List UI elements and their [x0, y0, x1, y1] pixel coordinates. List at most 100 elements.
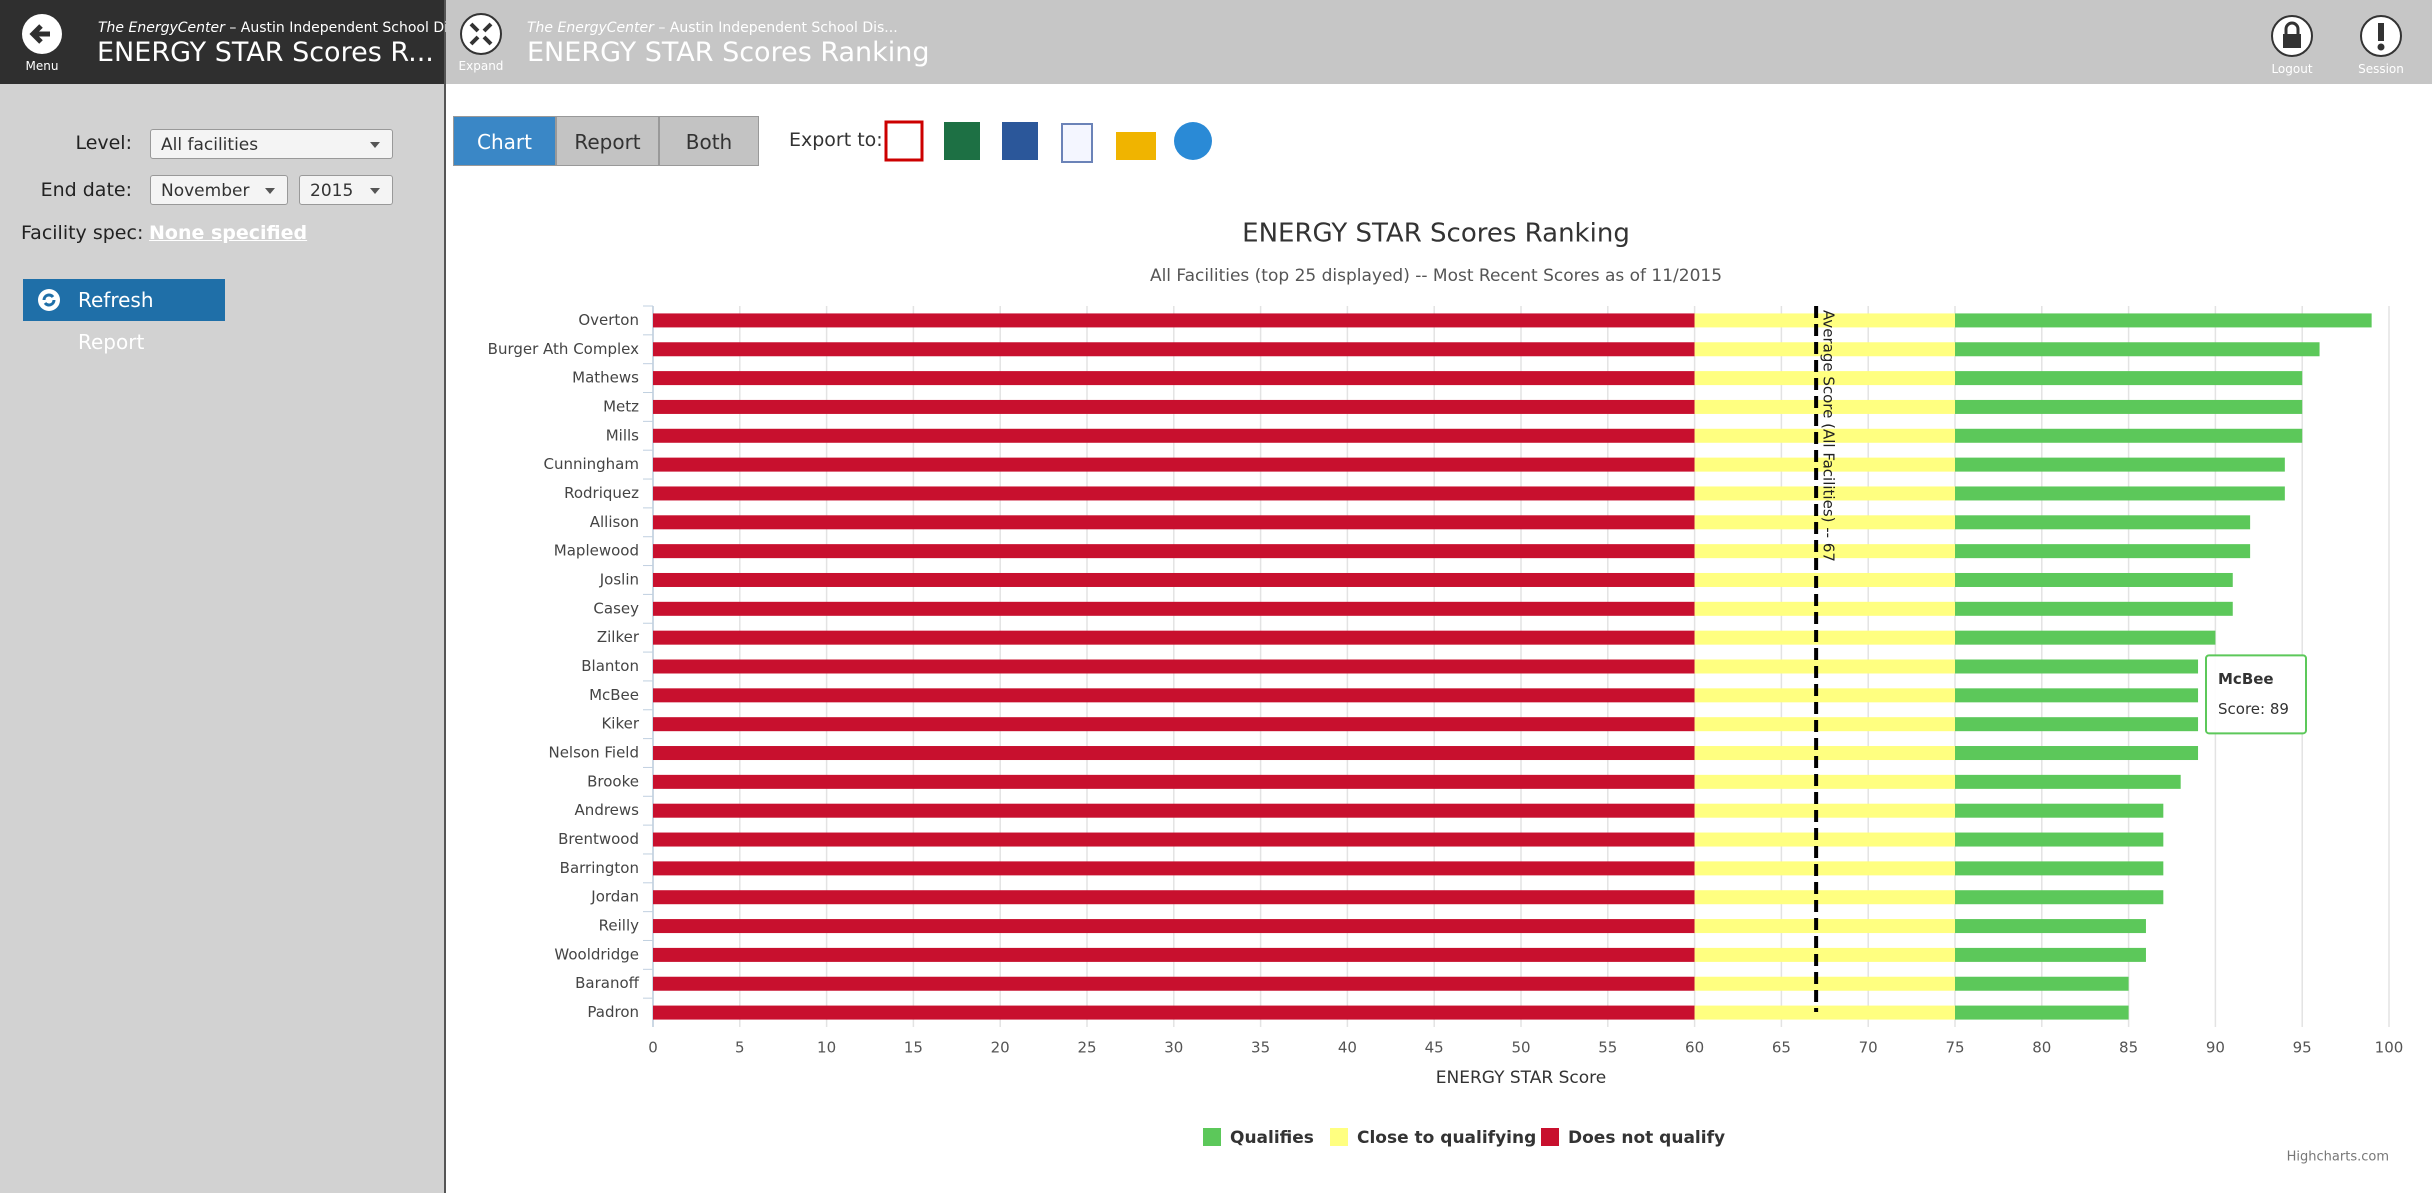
export-label: Export to: — [789, 129, 883, 151]
y-tick-label: Rodriquez — [564, 484, 639, 502]
bar-segment — [653, 399, 1695, 414]
bar-segment — [1955, 688, 2199, 703]
bar-segment — [653, 313, 1695, 328]
bar-segment — [1955, 1005, 2129, 1020]
expand-icon[interactable] — [459, 12, 503, 56]
y-tick-label: Mills — [606, 426, 639, 444]
y-tick-label: Jordan — [590, 888, 639, 906]
x-tick-label: 95 — [2293, 1039, 2312, 1057]
level-label: Level: — [75, 132, 132, 154]
bar-segment — [1955, 630, 2216, 645]
bar-segment — [1694, 717, 1955, 732]
bar-segment — [1694, 947, 1955, 962]
app-name-italic: The EnergyCenter — [98, 20, 225, 36]
bar-segment — [1694, 919, 1955, 934]
bar-segment — [1955, 371, 2303, 386]
logout-label[interactable]: Logout — [2271, 62, 2313, 76]
help-icon[interactable] — [1174, 122, 1212, 160]
bar-segment — [1955, 342, 2320, 357]
y-tick-label: Padron — [587, 1003, 639, 1021]
y-tick-label: Wooldridge — [554, 945, 639, 963]
bar-segment — [1955, 890, 2164, 905]
y-tick-label: Andrews — [575, 801, 640, 819]
x-tick-label: 40 — [1338, 1039, 1357, 1057]
bar-segment — [653, 515, 1695, 530]
chart: ENERGY STAR Scores Ranking All Facilities… — [488, 219, 2404, 1165]
bar-segment — [653, 919, 1695, 934]
bar-segment — [653, 428, 1695, 443]
bar-segment — [1955, 717, 2199, 732]
y-tick-label: Brooke — [587, 772, 639, 790]
month-select[interactable]: November — [150, 175, 288, 205]
y-tick-label: Casey — [593, 599, 639, 617]
tab-report[interactable]: Report — [556, 116, 659, 166]
chart-title: ENERGY STAR Scores Ranking — [1242, 219, 1630, 249]
x-tick-label: 0 — [648, 1039, 658, 1057]
bar-segment — [1694, 890, 1955, 905]
y-tick-label: Barrington — [560, 859, 639, 877]
level-select[interactable]: All facilities — [150, 129, 393, 159]
main-header: Expand The EnergyCenter – Austin Indepen… — [446, 0, 2432, 84]
bar-segment — [1955, 515, 2251, 530]
bar-segment — [1955, 486, 2285, 501]
bar-segment — [653, 630, 1695, 645]
logout-icon[interactable] — [2270, 14, 2314, 58]
bar-segment — [653, 832, 1695, 847]
bar-segment — [653, 601, 1695, 616]
app-name: The EnergyCenter – Austin Independent Sc… — [98, 20, 469, 36]
email-icon[interactable] — [1116, 132, 1156, 160]
legend-label: Does not qualify — [1568, 1128, 1725, 1148]
pdf-icon[interactable] — [884, 120, 924, 162]
menu-label[interactable]: Menu — [25, 59, 59, 73]
bar-segment — [653, 486, 1695, 501]
facility-spec-label: Facility spec: — [21, 222, 144, 244]
bar-segment — [1955, 919, 2146, 934]
bar-segment — [653, 861, 1695, 876]
refresh-icon — [38, 289, 60, 311]
session-label[interactable]: Session — [2358, 62, 2404, 76]
bar-segment — [1694, 313, 1955, 328]
menu-icon[interactable] — [20, 12, 64, 56]
legend-swatch — [1203, 1128, 1221, 1146]
bar-segment — [1694, 688, 1955, 703]
report-icon[interactable] — [1061, 123, 1093, 163]
bar-segment — [653, 572, 1695, 587]
bar-segment — [1955, 659, 2199, 674]
x-axis-title: ENERGY STAR Score — [1436, 1068, 1606, 1088]
bar-segment — [1694, 572, 1955, 587]
y-tick-label: Cunningham — [543, 455, 639, 473]
x-tick-label: 20 — [991, 1039, 1010, 1057]
refresh-button[interactable]: Refresh Report — [23, 279, 225, 354]
bar-segment — [1694, 832, 1955, 847]
expand-label[interactable]: Expand — [458, 59, 504, 73]
bar-segment — [1955, 313, 2372, 328]
bar-segment — [1694, 428, 1955, 443]
x-tick-label: 25 — [1077, 1039, 1096, 1057]
app-name: The EnergyCenter – Austin Independent Sc… — [527, 20, 898, 36]
bar-segment — [1694, 746, 1955, 761]
y-tick-label: Metz — [603, 397, 639, 415]
bar-segment — [1694, 544, 1955, 559]
bar-segment — [1955, 457, 2285, 472]
session-icon[interactable] — [2359, 14, 2403, 58]
y-tick-label: Joslin — [599, 570, 639, 588]
bar-segment — [653, 1005, 1695, 1020]
facility-spec-link[interactable]: None specified — [149, 222, 308, 244]
word-icon[interactable] — [1002, 122, 1038, 160]
bar-segment — [1694, 371, 1955, 386]
sidebar-header: Menu The EnergyCenter – Austin Independe… — [0, 0, 469, 84]
bar-segment — [653, 976, 1695, 991]
bar-segment — [653, 717, 1695, 732]
x-tick-label: 35 — [1251, 1039, 1270, 1057]
legend-swatch — [1541, 1128, 1559, 1146]
excel-icon[interactable] — [944, 122, 980, 160]
tab-both[interactable]: Both — [659, 116, 759, 166]
x-tick-label: 65 — [1772, 1039, 1791, 1057]
bar-segment — [1955, 861, 2164, 876]
year-select[interactable]: 2015 — [299, 175, 393, 205]
tab-chart[interactable]: Chart — [453, 116, 556, 166]
y-tick-label: Allison — [590, 513, 639, 531]
y-tick-label: Burger Ath Complex — [488, 340, 639, 358]
bar-segment — [1955, 572, 2233, 587]
y-tick-label: Nelson Field — [548, 744, 639, 762]
